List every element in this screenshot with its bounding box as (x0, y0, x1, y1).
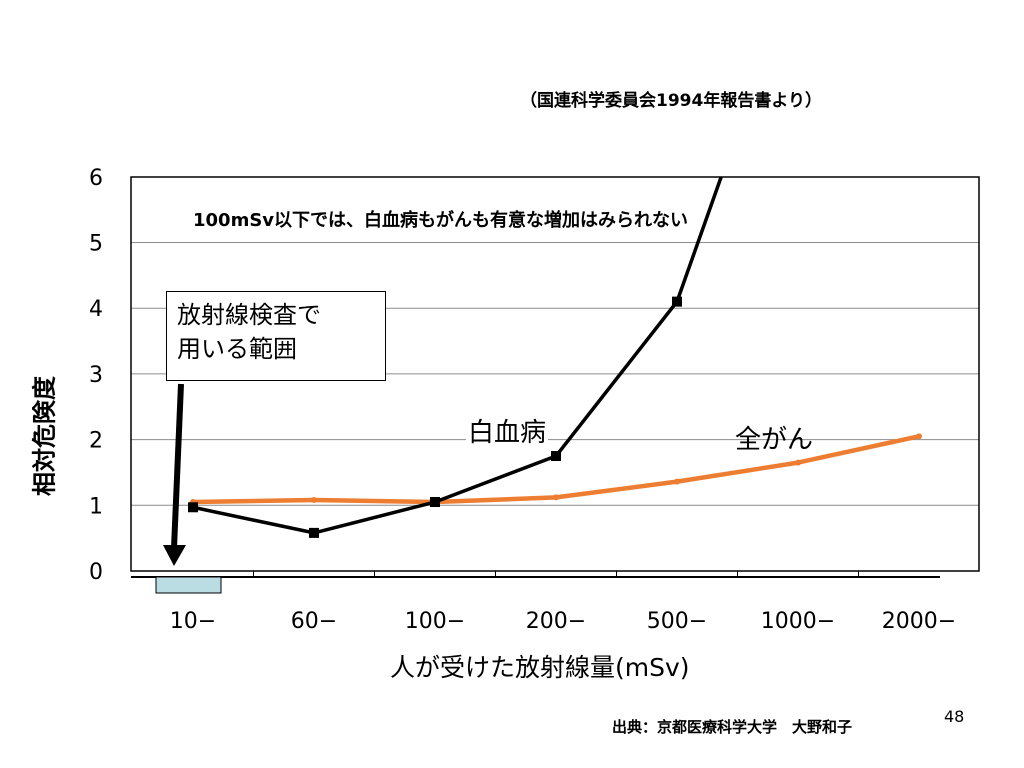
data-point-leukemia (551, 451, 561, 462)
callout-line-2: 用いる範囲 (177, 335, 297, 363)
y-tick-label: 6 (89, 166, 103, 191)
x-tick-label: 100− (405, 609, 465, 634)
data-point-all-cancer (916, 433, 922, 440)
chart-annotation: 100mSv以下では、白血病もがんも有意な増加はみられない (193, 210, 689, 231)
source-note: （国連科学委員会1994年報告書より） (520, 91, 822, 111)
data-point-all-cancer (553, 494, 559, 501)
data-point-all-cancer (795, 459, 801, 466)
data-point-all-cancer (311, 497, 317, 504)
y-axis-label: 相対危険度 (30, 376, 59, 496)
y-tick-label: 5 (89, 232, 103, 257)
data-point-leukemia (188, 502, 198, 513)
y-ticks: 0 1 2 3 4 5 6 (89, 166, 103, 585)
x-tick-label: 60− (291, 609, 337, 634)
callout-arrow-shaft (171, 383, 184, 549)
series-label-leukemia: 白血病 (466, 412, 549, 449)
callout-line-1: 放射線検査で (177, 301, 321, 329)
y-tick-label: 0 (89, 560, 103, 585)
y-tick-label: 2 (89, 429, 103, 454)
x-tick-label: 1000− (761, 609, 835, 634)
data-point-leukemia (430, 497, 440, 508)
series-layer (188, 176, 922, 538)
gridlines (131, 242, 979, 577)
x-tick-label: 200− (526, 609, 586, 634)
page-number: 48 (944, 707, 965, 726)
series-line-leukemia (192, 176, 723, 535)
x-tick-label: 500− (647, 609, 707, 634)
data-point-all-cancer (674, 478, 680, 485)
data-point-leukemia (672, 296, 682, 307)
credit-line: 出典：京都医療科学大学 大野和子 (612, 718, 853, 736)
data-point-leukemia (309, 527, 319, 538)
y-tick-label: 1 (89, 494, 103, 519)
callout-arrow-head (163, 545, 186, 566)
xray-range-callout: 放射線検査で 用いる範囲 (166, 291, 386, 381)
y-tick-label: 3 (89, 363, 103, 388)
y-tick-label: 4 (89, 297, 103, 322)
x-axis-label: 人が受けた放射線量(mSv) (390, 653, 690, 682)
x-ticks: 10− 60− 100− 200− 500− 1000− 2000− (170, 609, 956, 634)
x-tick-label: 10− (170, 609, 216, 634)
series-label-all-cancer: 全がん (735, 425, 814, 455)
range-box (155, 576, 222, 594)
plot-frame (130, 176, 980, 572)
x-tick-label: 2000− (882, 609, 956, 634)
